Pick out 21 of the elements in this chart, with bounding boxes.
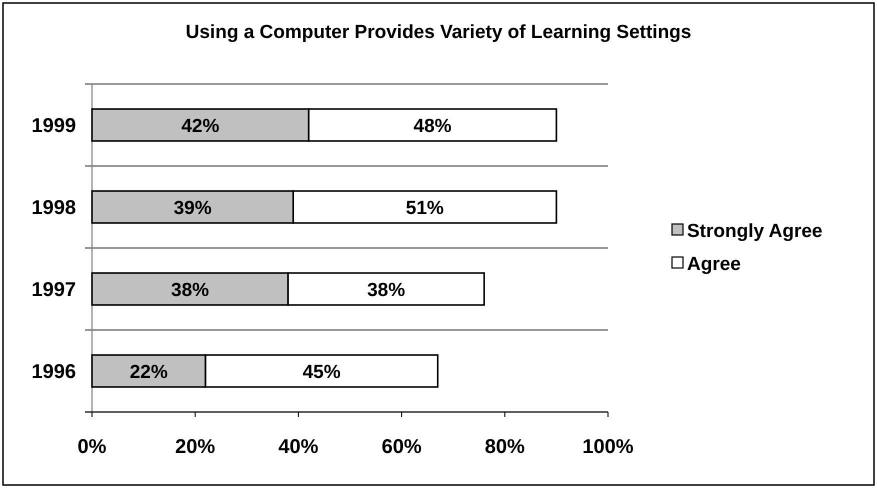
data-label: 45% — [302, 362, 341, 383]
x-tick-label: 40% — [278, 436, 319, 458]
y-tick-label: 1996 — [32, 361, 76, 384]
x-tick-label: 100% — [582, 436, 634, 458]
x-tick-label: 20% — [175, 436, 216, 458]
chart-title: Using a Computer Provides Variety of Learning Settings — [186, 22, 692, 43]
data-label: 42% — [181, 116, 220, 137]
data-label: 51% — [406, 198, 444, 219]
data-label: 22% — [130, 362, 168, 383]
data-label: 39% — [174, 198, 212, 219]
data-label: 38% — [171, 280, 210, 301]
data-label: 48% — [414, 116, 452, 137]
legend-label: Agree — [687, 254, 741, 275]
x-tick-label: 80% — [484, 436, 526, 458]
x-tick-label: 60% — [382, 436, 422, 458]
data-label: 38% — [367, 280, 406, 301]
y-tick-label: 1998 — [32, 197, 76, 220]
y-tick-label: 1997 — [32, 279, 76, 302]
y-tick-label: 1999 — [32, 115, 76, 138]
x-tick-label: 0% — [78, 436, 107, 458]
legend-label: Strongly Agree — [687, 220, 822, 242]
